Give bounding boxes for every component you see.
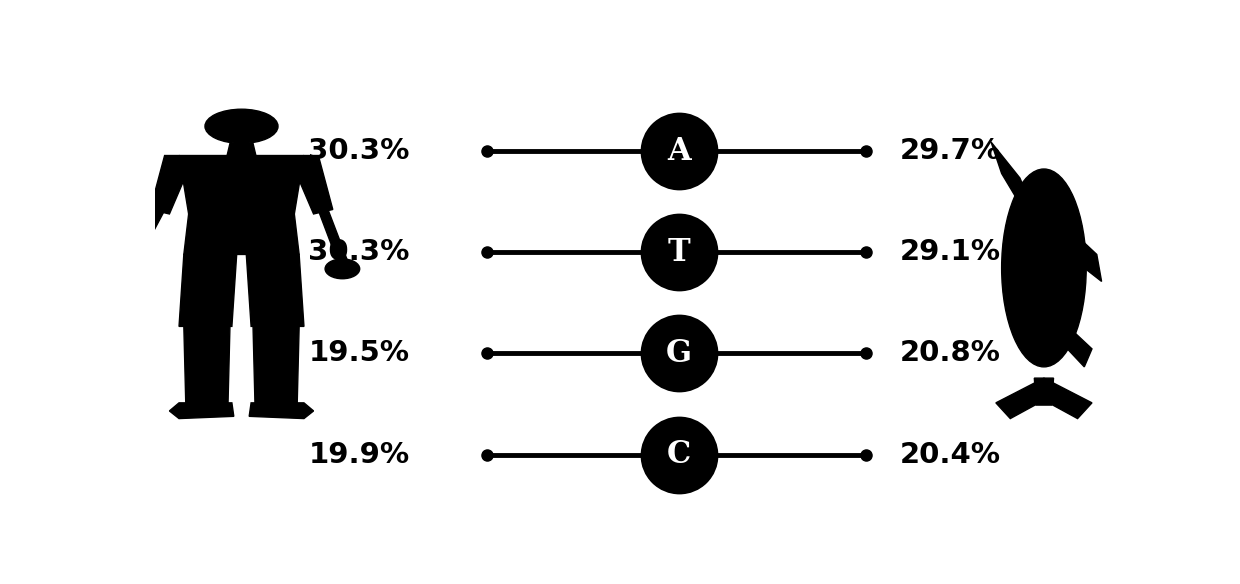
Text: 30.3%: 30.3% xyxy=(309,137,409,165)
Text: 30.3%: 30.3% xyxy=(309,238,409,266)
Text: G: G xyxy=(666,338,692,369)
Polygon shape xyxy=(179,255,237,326)
Text: T: T xyxy=(667,237,691,267)
Text: C: C xyxy=(667,439,691,470)
Ellipse shape xyxy=(110,277,123,286)
Ellipse shape xyxy=(108,259,149,281)
Polygon shape xyxy=(170,403,234,419)
Polygon shape xyxy=(184,214,299,255)
Polygon shape xyxy=(253,326,299,403)
Text: 19.9%: 19.9% xyxy=(309,440,409,468)
Text: A: A xyxy=(667,135,691,166)
Point xyxy=(668,450,688,459)
Point xyxy=(668,349,688,358)
Polygon shape xyxy=(128,210,165,261)
Text: 20.8%: 20.8% xyxy=(900,339,1001,367)
Point xyxy=(668,147,688,156)
Polygon shape xyxy=(227,144,255,155)
Point xyxy=(668,248,688,257)
Text: 20.4%: 20.4% xyxy=(900,440,1001,468)
Text: 29.7%: 29.7% xyxy=(900,137,1001,165)
Polygon shape xyxy=(150,155,188,214)
Polygon shape xyxy=(1073,232,1101,281)
Ellipse shape xyxy=(125,278,135,288)
Polygon shape xyxy=(179,155,304,214)
Polygon shape xyxy=(247,255,304,326)
Polygon shape xyxy=(996,378,1044,419)
Polygon shape xyxy=(184,326,229,403)
Polygon shape xyxy=(1063,326,1092,367)
Polygon shape xyxy=(249,403,314,419)
Polygon shape xyxy=(991,142,1029,200)
Ellipse shape xyxy=(103,276,119,284)
Polygon shape xyxy=(294,155,332,214)
Polygon shape xyxy=(1044,378,1092,419)
Circle shape xyxy=(205,109,278,144)
Text: 29.1%: 29.1% xyxy=(900,238,1001,266)
Ellipse shape xyxy=(325,259,360,279)
Ellipse shape xyxy=(118,278,129,287)
Text: 19.5%: 19.5% xyxy=(309,339,409,367)
Ellipse shape xyxy=(131,277,143,287)
Ellipse shape xyxy=(1002,169,1086,367)
Polygon shape xyxy=(1034,378,1054,405)
Polygon shape xyxy=(319,210,347,261)
